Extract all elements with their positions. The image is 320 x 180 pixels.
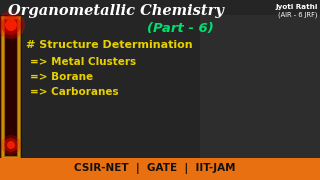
Text: (AIR - 6 JRF): (AIR - 6 JRF) xyxy=(278,12,318,19)
Text: Jyoti Rathi: Jyoti Rathi xyxy=(276,4,318,10)
Circle shape xyxy=(7,141,15,149)
Circle shape xyxy=(0,11,25,39)
Text: => Carboranes: => Carboranes xyxy=(30,87,119,97)
Circle shape xyxy=(1,135,21,155)
Text: => Metal Clusters: => Metal Clusters xyxy=(30,57,136,67)
Text: # Structure Determination: # Structure Determination xyxy=(26,40,193,50)
Circle shape xyxy=(4,138,18,152)
Text: (Part - 6): (Part - 6) xyxy=(147,22,213,35)
Text: Organometallic Chemistry: Organometallic Chemistry xyxy=(8,4,224,18)
Bar xyxy=(3,18,19,158)
Circle shape xyxy=(1,15,21,35)
Circle shape xyxy=(5,19,17,31)
FancyBboxPatch shape xyxy=(0,158,320,180)
FancyBboxPatch shape xyxy=(0,15,22,160)
Text: => Borane: => Borane xyxy=(30,72,93,82)
Text: CSIR-NET  |  GATE  |  IIT-JAM: CSIR-NET | GATE | IIT-JAM xyxy=(74,163,236,174)
FancyBboxPatch shape xyxy=(200,15,320,160)
Bar xyxy=(3,18,19,158)
